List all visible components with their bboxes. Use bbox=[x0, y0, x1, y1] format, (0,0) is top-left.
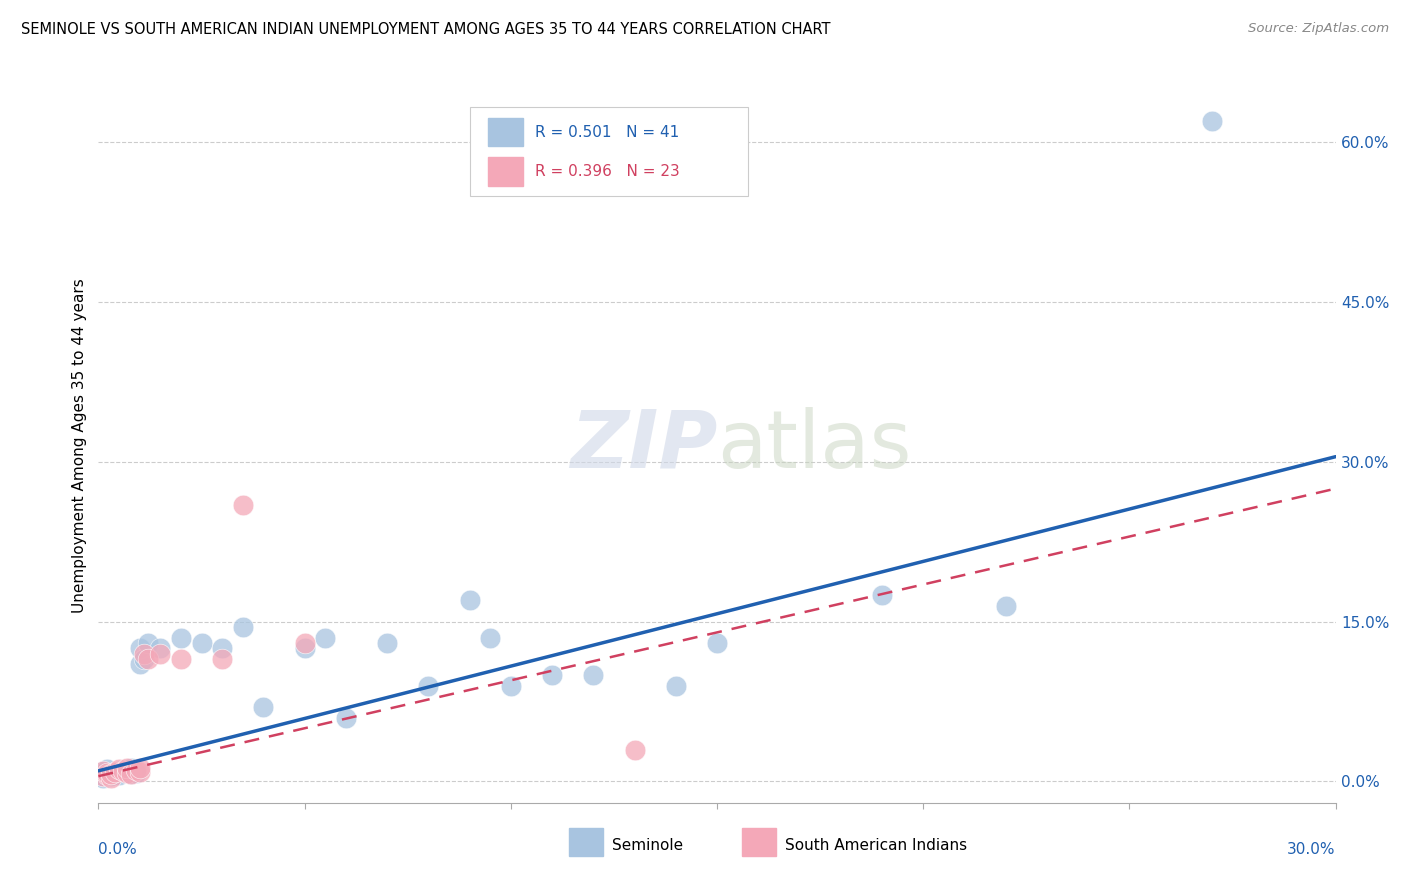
Point bbox=[211, 652, 233, 666]
Point bbox=[91, 764, 114, 778]
FancyBboxPatch shape bbox=[488, 157, 523, 186]
Text: Source: ZipAtlas.com: Source: ZipAtlas.com bbox=[1249, 22, 1389, 36]
Point bbox=[170, 631, 193, 645]
Point bbox=[108, 764, 131, 778]
Point bbox=[479, 631, 502, 645]
Point bbox=[120, 761, 142, 775]
Point bbox=[124, 763, 146, 777]
Point bbox=[104, 764, 127, 779]
Point bbox=[314, 631, 336, 645]
Text: ZIP: ZIP bbox=[569, 407, 717, 485]
Point bbox=[211, 641, 233, 656]
FancyBboxPatch shape bbox=[470, 107, 748, 196]
Point bbox=[91, 766, 114, 780]
Point bbox=[112, 763, 135, 777]
FancyBboxPatch shape bbox=[568, 828, 603, 856]
Point bbox=[108, 768, 131, 782]
Point bbox=[294, 636, 316, 650]
Point bbox=[706, 636, 728, 650]
Point bbox=[100, 766, 122, 780]
Point bbox=[124, 766, 146, 780]
Text: SEMINOLE VS SOUTH AMERICAN INDIAN UNEMPLOYMENT AMONG AGES 35 TO 44 YEARS CORRELA: SEMINOLE VS SOUTH AMERICAN INDIAN UNEMPL… bbox=[21, 22, 831, 37]
Point bbox=[120, 767, 142, 781]
Point bbox=[994, 599, 1017, 613]
Point bbox=[128, 657, 150, 672]
Point bbox=[149, 647, 172, 661]
Point bbox=[108, 762, 131, 776]
Point bbox=[132, 652, 155, 666]
Point bbox=[96, 762, 118, 776]
Point bbox=[132, 647, 155, 661]
Text: atlas: atlas bbox=[717, 407, 911, 485]
FancyBboxPatch shape bbox=[742, 828, 776, 856]
Point bbox=[100, 769, 122, 783]
Point bbox=[128, 641, 150, 656]
FancyBboxPatch shape bbox=[488, 118, 523, 146]
Point bbox=[96, 767, 118, 781]
Point bbox=[100, 772, 122, 786]
Point bbox=[128, 764, 150, 779]
Point bbox=[120, 767, 142, 781]
Point bbox=[335, 710, 357, 724]
Point bbox=[96, 766, 118, 780]
Point bbox=[582, 668, 605, 682]
Point bbox=[665, 679, 688, 693]
Point bbox=[128, 761, 150, 775]
Point bbox=[112, 764, 135, 778]
Point bbox=[136, 652, 159, 666]
Text: R = 0.501   N = 41: R = 0.501 N = 41 bbox=[536, 125, 679, 139]
Point bbox=[170, 652, 193, 666]
Point bbox=[117, 764, 139, 779]
Point bbox=[149, 641, 172, 656]
Point bbox=[870, 588, 893, 602]
Point bbox=[190, 636, 212, 650]
Point bbox=[100, 767, 122, 781]
Text: Seminole: Seminole bbox=[612, 838, 683, 853]
Point bbox=[541, 668, 564, 682]
Point bbox=[136, 636, 159, 650]
Point bbox=[91, 769, 114, 783]
Point bbox=[623, 742, 645, 756]
Point bbox=[104, 764, 127, 779]
Point bbox=[117, 766, 139, 780]
Point bbox=[91, 772, 114, 786]
Text: 30.0%: 30.0% bbox=[1288, 842, 1336, 857]
Point bbox=[418, 679, 440, 693]
Point bbox=[91, 769, 114, 783]
Point bbox=[294, 641, 316, 656]
Point bbox=[1201, 114, 1223, 128]
Point bbox=[96, 768, 118, 782]
Text: 0.0%: 0.0% bbox=[98, 842, 138, 857]
Point bbox=[458, 593, 481, 607]
Point bbox=[252, 700, 274, 714]
Text: South American Indians: South American Indians bbox=[785, 838, 967, 853]
Text: R = 0.396   N = 23: R = 0.396 N = 23 bbox=[536, 164, 681, 178]
Point bbox=[232, 620, 254, 634]
Point bbox=[375, 636, 398, 650]
Point bbox=[91, 764, 114, 778]
Point bbox=[117, 761, 139, 775]
Point bbox=[232, 498, 254, 512]
Point bbox=[499, 679, 522, 693]
Y-axis label: Unemployment Among Ages 35 to 44 years: Unemployment Among Ages 35 to 44 years bbox=[72, 278, 87, 614]
